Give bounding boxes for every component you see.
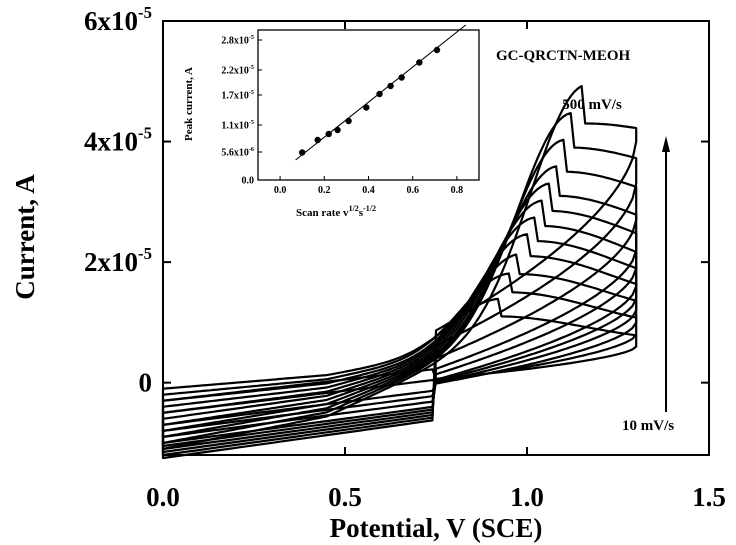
cv-curve-250-mv-s [161, 199, 638, 444]
inset-data-point [299, 149, 306, 156]
inset-plot-frame [257, 29, 480, 181]
cv-curve-400-mv-s [161, 138, 638, 454]
y-tick-label: 4x10-5 [84, 123, 152, 156]
cv-curve-200-mv-s [161, 216, 638, 438]
inset-data-point [363, 104, 370, 111]
sample-label: GC-QRCTN-MEOH [496, 48, 630, 64]
inset-x-tick-label: 0.0 [274, 185, 287, 196]
y-tick-label: 0 [139, 368, 153, 398]
inset-y-tick-label: 0.0 [242, 176, 255, 187]
x-tick-label: 0.0 [146, 482, 180, 512]
inset-x-tick-label: 0.4 [362, 185, 375, 196]
inset-y-tick-label: 2.2x10-5 [221, 64, 254, 77]
inset-data-point [376, 90, 383, 98]
inset-data-point [314, 136, 321, 144]
low-scan-rate-label: 10 mV/s [622, 418, 674, 434]
cv-curve-300-mv-s [161, 182, 638, 448]
inset-y-tick-label: 1.7x10-5 [221, 89, 254, 102]
inset-data-point [398, 74, 405, 81]
inset-data-point [345, 117, 352, 125]
inset-data-point [387, 82, 394, 90]
inset-data-point [416, 59, 423, 66]
inset-y-axis-title: Peak current, A [183, 67, 195, 141]
inset-x-tick-label: 0.8 [451, 185, 464, 196]
x-tick-label: 1.0 [510, 482, 544, 512]
inset-data-point [325, 130, 332, 138]
scan-rate-arrow-head [662, 136, 670, 152]
inset-y-tick-label: 1.1x10-5 [221, 119, 254, 132]
cv-curve-50-mv-s [161, 272, 638, 414]
main-axis-ticks: 0.0 0.5 1.0 1.5 0 2x10-5 4x10-5 6x10-5 [84, 3, 726, 512]
cv-curve-150-mv-s [161, 233, 638, 432]
y-tick-label: 6x10-5 [84, 3, 152, 36]
cv-curve-500-mv-s [161, 84, 638, 460]
cv-curve-450-mv-s [161, 112, 638, 457]
main-plot-frame [162, 20, 710, 456]
inset-data-point [433, 46, 441, 54]
high-scan-rate-label: 500 mV/s [562, 97, 622, 113]
x-axis-title: Potential, V (SCE) [330, 513, 543, 543]
inset-data-point [334, 126, 341, 134]
inset-y-tick-label: 5.6x10-6 [221, 146, 254, 159]
y-tick-label: 2x10-5 [84, 244, 152, 277]
cv-curve-350-mv-s [161, 165, 638, 451]
inset-axis-ticks: 0.0 0.2 0.4 0.6 0.8 0.0 5.6x10-6 1.1x10-5 1.7x10… [221, 34, 463, 196]
x-tick-label: 1.5 [692, 482, 726, 512]
cv-curve-10-mv-s [161, 297, 638, 402]
inset-x-axis-title: Scan rate v1/2s-1/2 [296, 204, 376, 219]
inset-x-tick-label: 0.6 [406, 185, 419, 196]
cv-curves [161, 84, 638, 460]
inset-y-tick-label: 2.8x10-5 [221, 34, 254, 47]
y-axis-title: Current, A [10, 174, 40, 300]
inset-x-tick-label: 0.2 [318, 185, 331, 196]
inset-data [295, 24, 467, 161]
x-tick-label: 0.5 [328, 482, 362, 512]
